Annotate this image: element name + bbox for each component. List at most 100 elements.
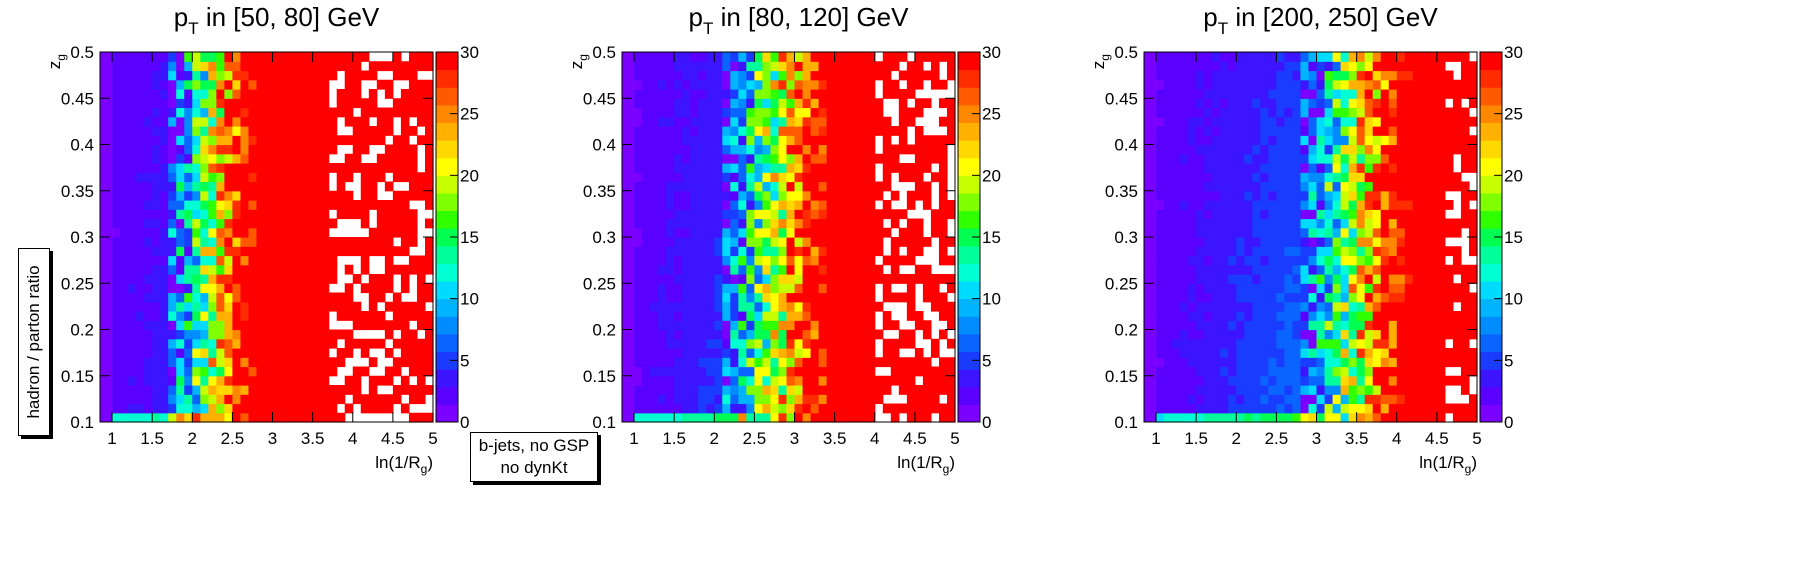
heatmap-cell [424,172,434,183]
heatmap-cell [914,357,924,368]
heatmap-cell [144,255,153,266]
heatmap-cell [1284,255,1294,266]
heatmap-cell [1196,70,1205,81]
heatmap-cell [1396,311,1406,321]
heatmap-cell [802,375,812,386]
heatmap-cell [408,348,418,358]
heatmap-cell [698,172,707,183]
heatmap-cell [1236,172,1245,183]
heatmap-cell [818,311,828,321]
heatmap-cell [1372,61,1382,72]
heatmap-cell [1348,403,1358,414]
heatmap-cell [762,126,772,136]
heatmap-cell [336,181,346,192]
heatmap-cell [1332,70,1342,81]
heatmap-cell [304,366,314,377]
heatmap-cell [1396,412,1406,423]
heatmap-cell [1164,348,1173,358]
heatmap-cell [272,79,282,90]
heatmap-cell [120,246,129,257]
heatmap-cell [392,357,402,368]
heatmap-cell [1340,227,1350,238]
heatmap-cell [312,181,322,192]
heatmap-cell [778,246,788,257]
heatmap-cell [1236,79,1245,90]
heatmap-cell [1316,61,1326,72]
heatmap-cell [826,283,836,294]
heatmap-cell [1428,135,1438,146]
heatmap-cell [850,89,860,99]
heatmap-cell [1164,283,1173,294]
heatmap-cell [128,283,137,294]
heatmap-cell [898,274,908,284]
heatmap-cell [938,366,948,377]
heatmap-cell [1396,52,1406,62]
y-tick-label: 0.2 [70,321,94,340]
heatmap-cell [690,218,699,229]
heatmap-cell [184,52,193,62]
heatmap-cell [248,338,258,349]
heatmap-cell [416,385,426,395]
heatmap-cell [224,135,233,146]
heatmap-cell [272,70,282,81]
heatmap-cell [192,89,201,99]
heatmap-cell [256,348,266,358]
heatmap-cell [1188,301,1197,312]
heatmap-cell [1292,320,1302,331]
heatmap-cell [128,329,137,340]
heatmap-cell [424,107,434,118]
heatmap-cell [312,163,322,173]
heatmap-cell [706,163,715,173]
heatmap-cell [136,89,145,99]
heatmap-cell [1228,61,1237,72]
heatmap-cell [1212,200,1221,210]
heatmap-cell [850,255,860,266]
heatmap-cell [352,311,362,321]
heatmap-cell [666,135,675,146]
heatmap-cell [802,190,812,201]
heatmap-cell [144,190,153,201]
heatmap-cell [890,274,900,284]
heatmap-cell [136,375,145,386]
heatmap-cell [1284,264,1294,275]
heatmap-cell [1364,412,1374,423]
heatmap-cell [1188,264,1197,275]
heatmap-cell [112,61,121,72]
heatmap-cell [1276,246,1286,257]
heatmap-cell [1268,338,1277,349]
heatmap-cell [714,394,723,405]
heatmap-cell [120,329,129,340]
heatmap-cell [682,79,691,90]
heatmap-cell [1404,246,1414,257]
heatmap-cell [184,320,193,331]
heatmap-cell [802,246,812,257]
heatmap-cell [424,153,434,164]
heatmap-cell [240,190,250,201]
heatmap-cell [722,283,731,294]
heatmap-cell [666,357,675,368]
heatmap-cell [1300,246,1310,257]
heatmap-cell [1300,301,1310,312]
heatmap-cell [296,311,306,321]
heatmap-cell [634,107,643,118]
heatmap-cell [232,126,242,136]
heatmap-cell [200,52,209,62]
heatmap-cell [256,412,266,423]
heatmap-cell [874,116,884,127]
heatmap-cell [272,292,282,303]
heatmap-cell [674,163,683,173]
heatmap-cell [184,338,193,349]
heatmap-cell [754,246,764,257]
heatmap-cell [634,144,643,155]
heatmap-cell [1404,311,1414,321]
heatmap-cell [160,320,169,331]
heatmap-cell [1444,274,1454,284]
heatmap-cell [360,283,370,294]
heatmap-cell [208,375,217,386]
heatmap-cell [1308,274,1318,284]
heatmap-cell [1180,412,1189,423]
heatmap-cell [224,172,233,183]
z-tick-label: 25 [982,105,1001,124]
heatmap-cell [360,237,370,247]
heatmap-cell [714,375,723,386]
